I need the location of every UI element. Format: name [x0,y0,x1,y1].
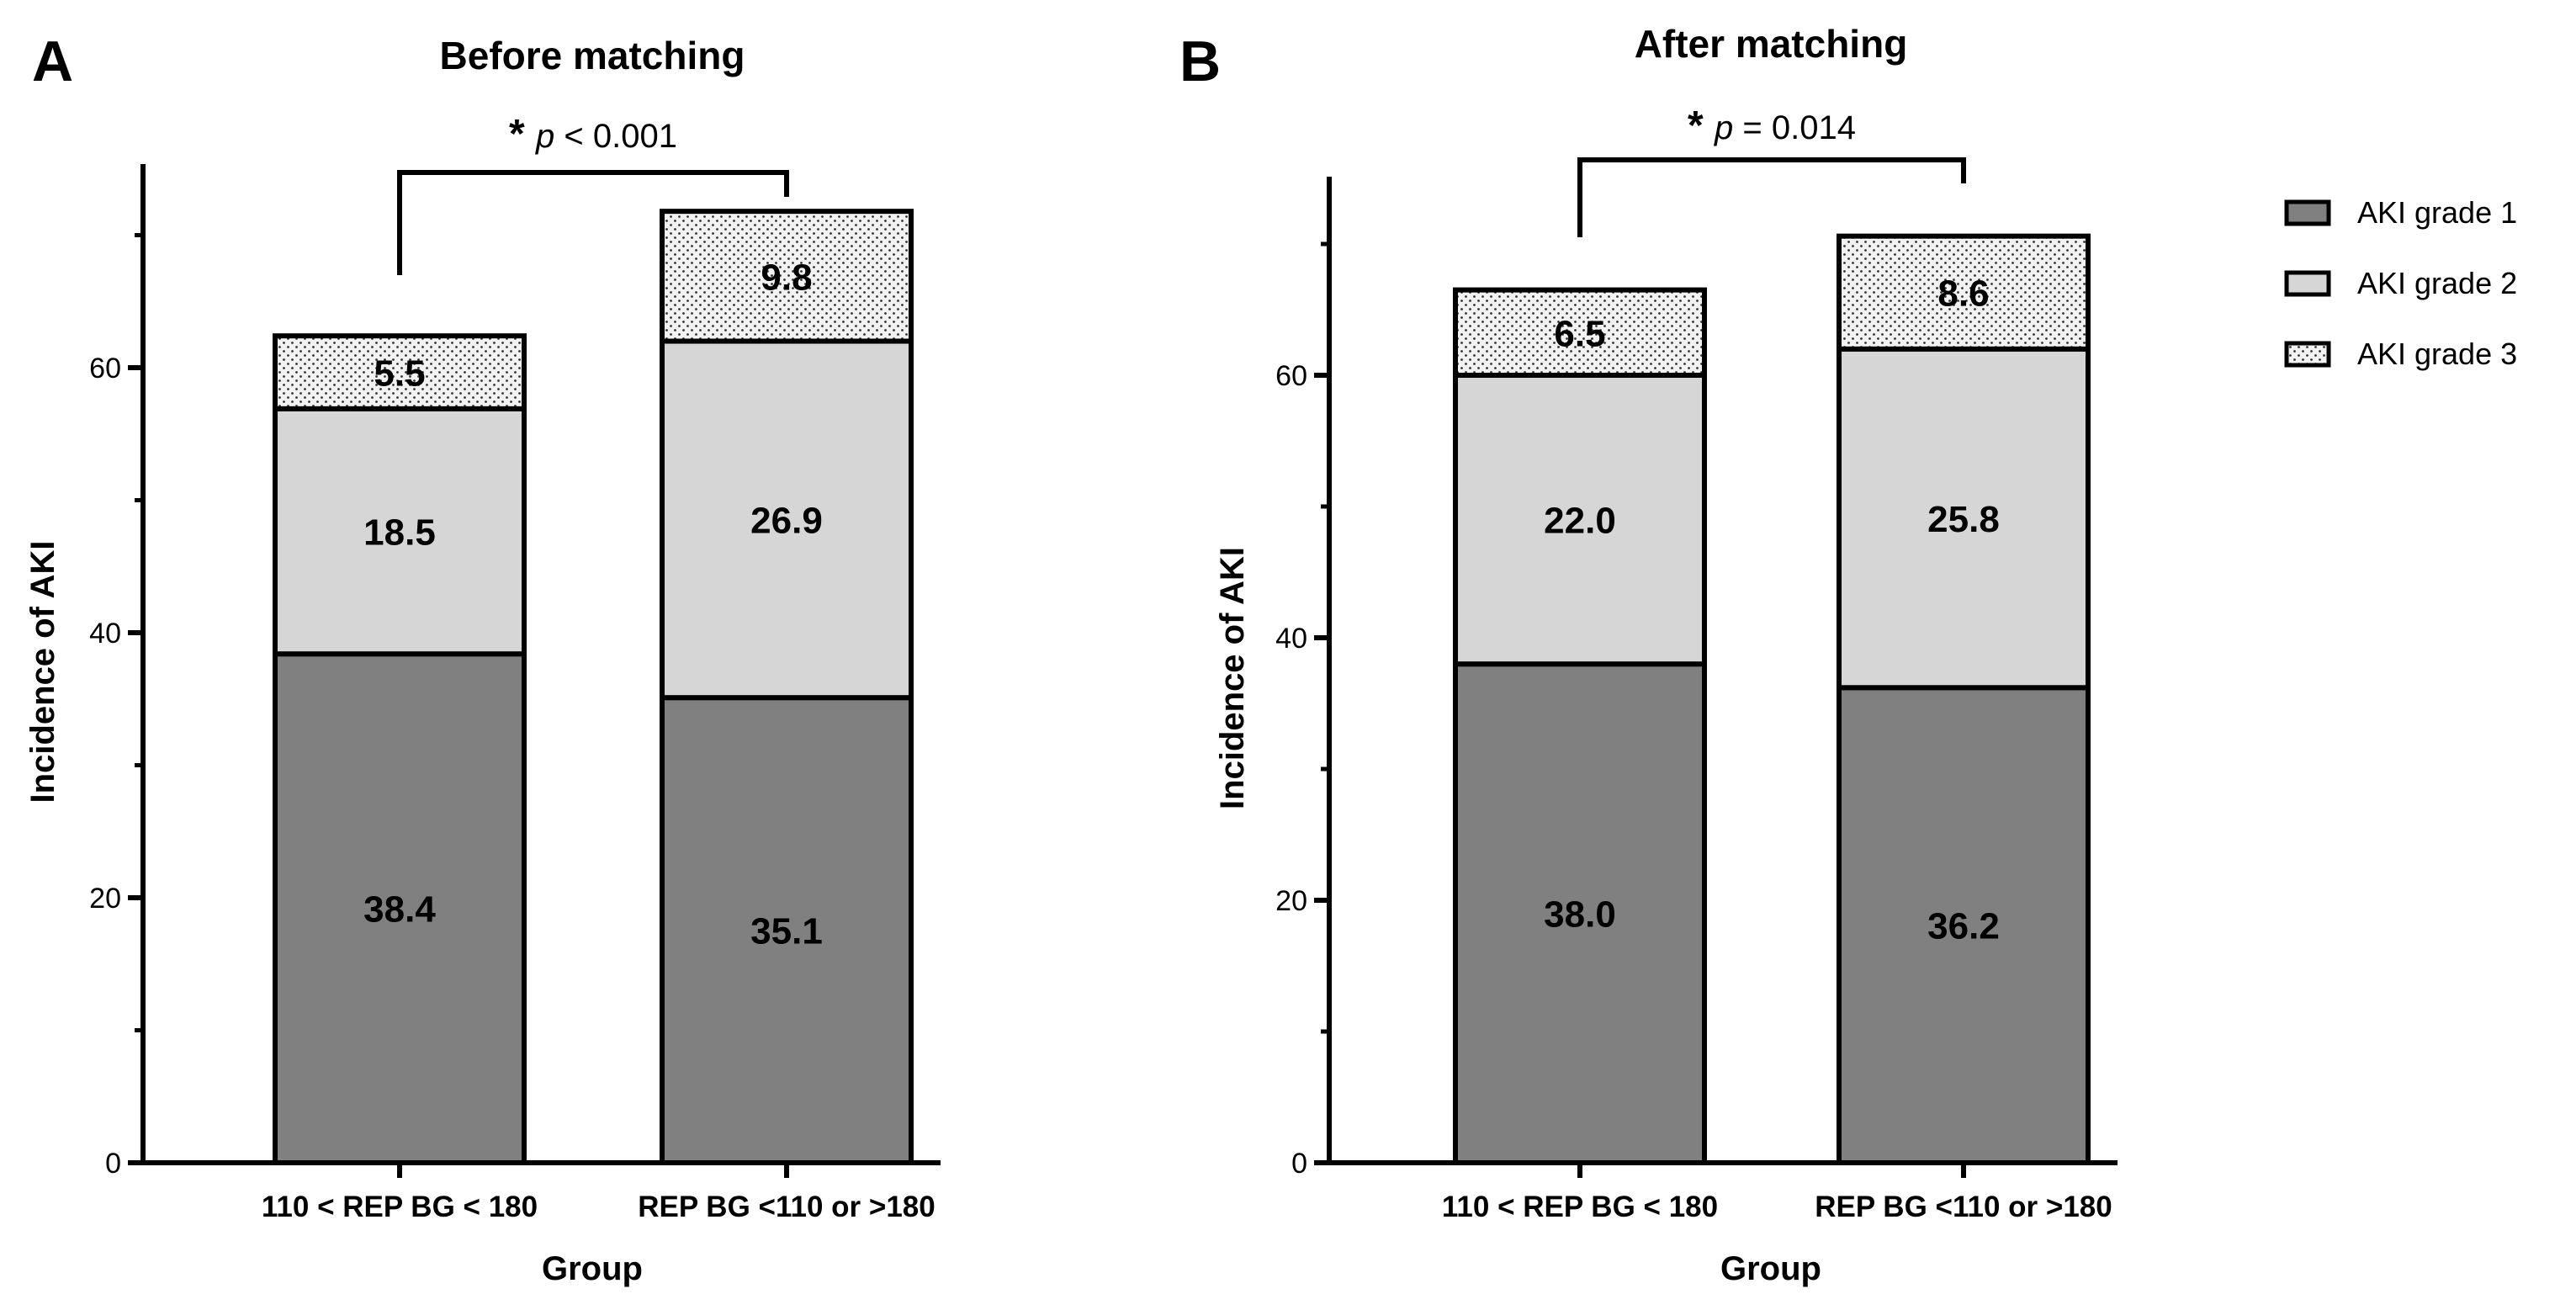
legend-label: AKI grade 3 [2357,337,2517,371]
p-value-annotation: * p < 0.001 [509,112,677,156]
y-axis-label: Incidence of AKI [24,541,61,804]
data-label: 22.0 [1544,501,1616,542]
p-value-text: = 0.014 [1742,109,1856,146]
chart-panel-b: B After matching 0 20 40 60 Incidence of AKI Gr… [1179,22,2118,1287]
bar-segment-grade3 [1837,233,2091,352]
bar-segment-grade2 [273,406,527,657]
x-axis-label: Group [1720,1250,1821,1287]
legend-label: AKI grade 1 [2357,195,2517,230]
data-label: 38.4 [363,889,436,931]
panel-letter: B [1179,29,1221,93]
bar-segment-grade3 [273,333,527,411]
x-category-label: 110 < REP BG < 180 [262,1191,538,1223]
legend-label: AKI grade 2 [2357,266,2517,300]
data-label: 9.8 [761,257,812,298]
bar-segment-grade1 [1453,661,1707,1165]
bar-segment-grade2 [1453,373,1707,667]
p-symbol: p [535,118,564,155]
data-label: 6.5 [1554,313,1605,354]
y-tick-label: 0 [105,1148,121,1180]
p-value-text: < 0.001 [564,118,677,155]
significance-star: * [1688,103,1715,148]
bar-segment-grade3 [1453,287,1707,379]
p-value-annotation: * p = 0.014 [1688,103,1856,148]
y-tick-label: 0 [1291,1148,1307,1180]
x-category-label: REP BG <110 or >180 [638,1191,935,1223]
y-tick-label: 20 [1275,885,1307,917]
bar-segment-grade1 [1837,685,2091,1165]
chart-title: Before matching [440,34,745,77]
y-tick-label: 60 [89,353,121,385]
data-label: 38.0 [1544,894,1616,936]
significance-bracket [397,170,789,275]
legend: AKI grade 1 AKI grade 2 AKI grade 3 [2284,195,2517,371]
bar-segment-grade3 [660,209,914,344]
legend-swatch-grade2 [2284,270,2331,297]
y-axis-label: Incidence of AKI [1214,547,1251,809]
bar-segment-grade2 [1837,346,2091,691]
significance-bracket [1577,157,1966,237]
y-tick-label: 60 [1275,360,1307,392]
data-label: 25.8 [1927,499,2000,540]
data-label: 36.2 [1927,906,2000,947]
data-label: 18.5 [363,512,436,554]
data-label: 35.1 [750,911,823,952]
y-tick-label: 40 [1275,623,1307,655]
x-category-label: REP BG <110 or >180 [1815,1191,2112,1223]
x-axis-label: Group [542,1250,643,1287]
y-tick-label: 20 [89,883,121,915]
chart-panel-a: A Before matching 0 20 40 60 Incidence of AKI G… [24,29,941,1287]
x-category-label: 110 < REP BG < 180 [1442,1191,1718,1223]
y-tick-label: 40 [89,618,121,650]
bar-segment-grade1 [273,651,527,1165]
bar-segment-grade2 [660,338,914,701]
panel-letter: A [32,29,73,93]
chart-panels: A Before matching 0 20 40 60 Incidence of AKI G… [24,22,2118,1287]
chart-title: After matching [1635,22,1908,66]
significance-star: * [509,112,536,156]
legend-swatch-grade3 [2284,341,2331,368]
data-label: 5.5 [374,353,425,395]
legend-swatch-grade1 [2284,199,2331,226]
p-symbol: p [1714,109,1742,146]
data-label: 26.9 [750,500,823,541]
data-label: 8.6 [1937,273,1989,315]
